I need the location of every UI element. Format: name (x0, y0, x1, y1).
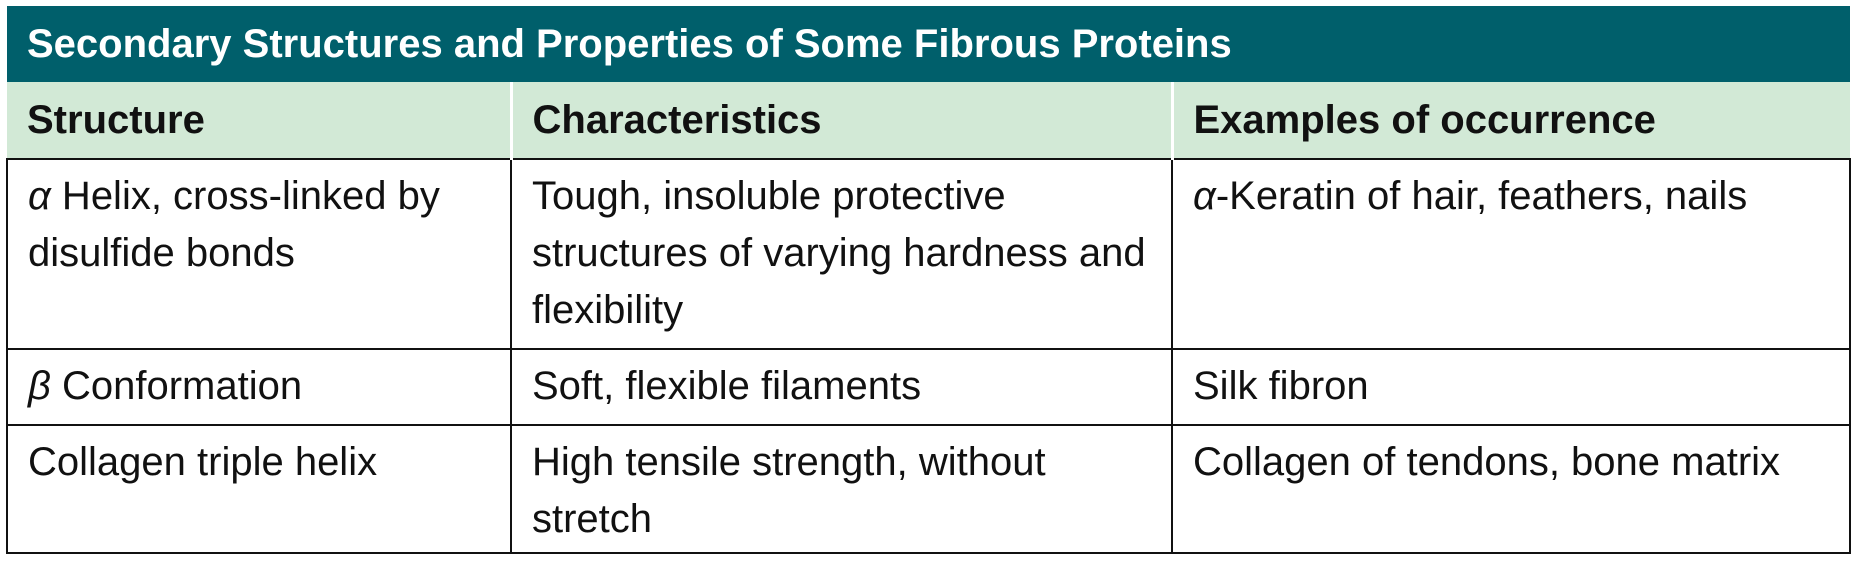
table-row: Collagen triple helix High tensile stren… (6, 424, 1852, 554)
table-header-row: Structure Characteristics Examples of oc… (7, 82, 1851, 160)
cell-characteristics: Soft, flexible filaments (510, 348, 1173, 426)
greek-symbol: β (28, 364, 51, 408)
protein-table-container: Secondary Structures and Properties of S… (6, 6, 1852, 554)
cell-structure: Collagen triple helix (6, 424, 512, 554)
table-title-row: Secondary Structures and Properties of S… (7, 6, 1851, 82)
cell-examples: Collagen of tendons, bone matrix (1170, 424, 1852, 554)
table-row: α Helix, cross-linked by disulfide bonds… (6, 158, 1852, 350)
cell-examples-text: -Keratin of hair, feathers, nails (1215, 174, 1748, 218)
fibrous-proteins-table: Secondary Structures and Properties of S… (6, 6, 1852, 554)
header-examples: Examples of occurrence (1170, 82, 1851, 160)
header-structure: Structure (7, 82, 511, 160)
cell-structure-text: Conformation (50, 364, 303, 408)
table-title: Secondary Structures and Properties of S… (7, 6, 1851, 82)
cell-characteristics: High tensile strength, without stretch (510, 424, 1173, 554)
cell-examples: Silk fibron (1170, 348, 1852, 426)
cell-structure: β Conformation (6, 348, 512, 426)
cell-structure-text: Helix, cross-linked by disulfide bonds (28, 174, 440, 275)
cell-characteristics: Tough, insoluble protective structures o… (510, 158, 1173, 350)
cell-examples: α-Keratin of hair, feathers, nails (1170, 158, 1852, 350)
greek-symbol: α (28, 174, 51, 218)
cell-structure: α Helix, cross-linked by disulfide bonds (6, 158, 512, 350)
header-characteristics: Characteristics (509, 82, 1172, 160)
greek-symbol: α (1193, 174, 1216, 218)
table-row: β Conformation Soft, flexible filaments … (6, 348, 1852, 426)
